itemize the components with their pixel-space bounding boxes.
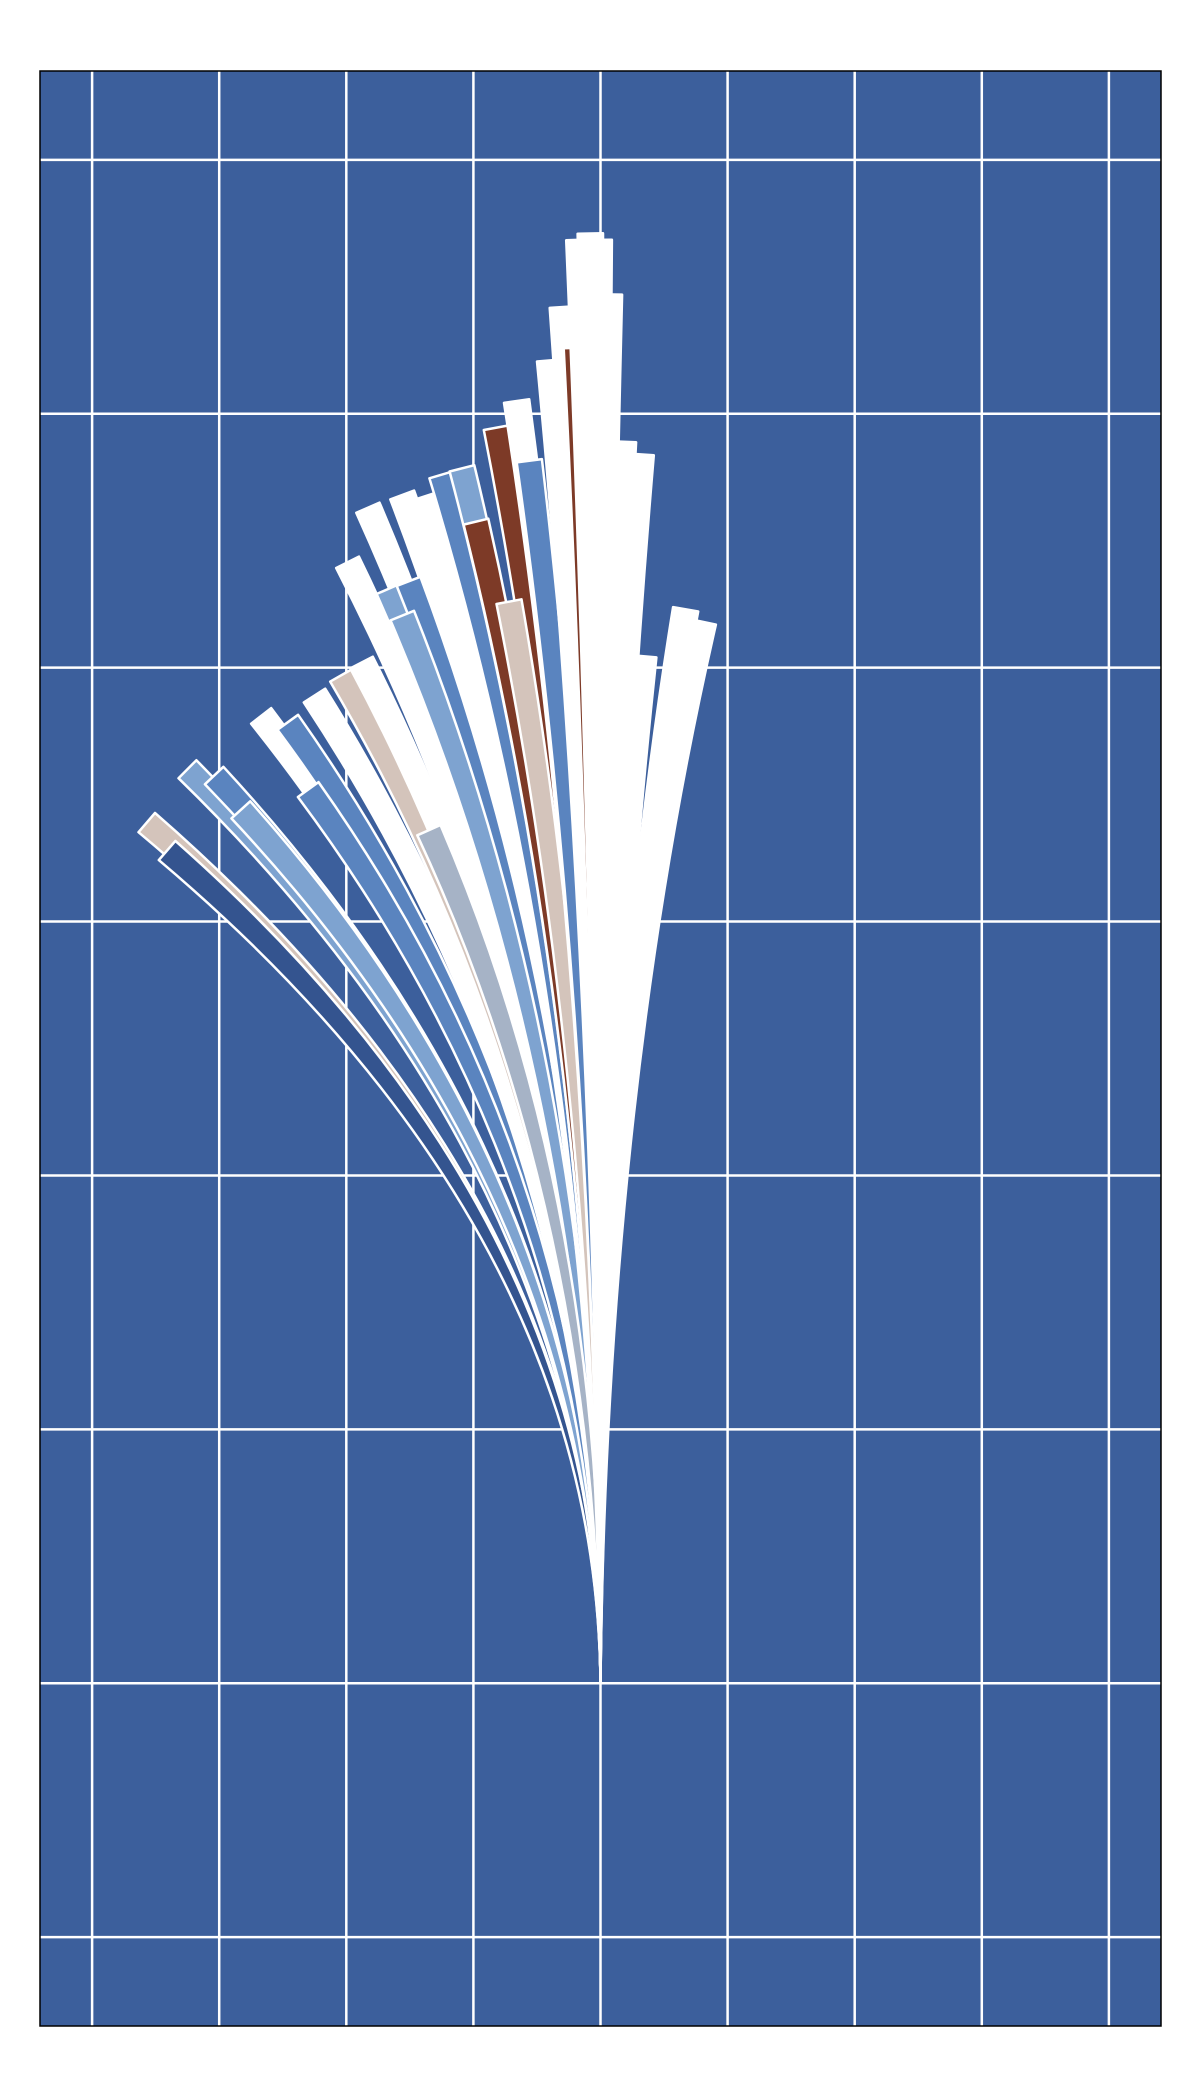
plot-frame [39,70,1162,2027]
strip [157,839,602,1685]
strip [416,823,602,1685]
strips [137,232,718,1685]
strip [230,800,602,1685]
strip [598,618,718,1685]
